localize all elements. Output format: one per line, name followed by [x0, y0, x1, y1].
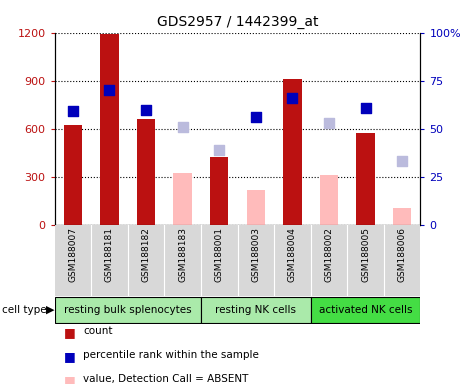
- Bar: [320, 175, 338, 225]
- Text: resting NK cells: resting NK cells: [215, 305, 296, 315]
- Bar: [137, 119, 155, 225]
- Text: GSM188004: GSM188004: [288, 227, 297, 281]
- Text: ▶: ▶: [46, 305, 54, 315]
- Text: ■: ■: [64, 374, 76, 384]
- Text: ■: ■: [64, 350, 76, 363]
- Bar: [238, 225, 274, 296]
- Text: ■: ■: [64, 326, 76, 339]
- Bar: [274, 225, 311, 296]
- Text: GSM188007: GSM188007: [68, 227, 77, 282]
- Point: [252, 114, 259, 120]
- Bar: [210, 157, 228, 225]
- Bar: [384, 225, 420, 296]
- Bar: [128, 225, 164, 296]
- Point: [179, 124, 186, 130]
- Bar: [283, 79, 302, 225]
- Bar: [356, 134, 375, 225]
- Text: value, Detection Call = ABSENT: value, Detection Call = ABSENT: [83, 374, 248, 384]
- Point: [216, 147, 223, 153]
- Bar: [64, 126, 82, 225]
- Bar: [393, 208, 411, 225]
- Text: GSM188183: GSM188183: [178, 227, 187, 282]
- Text: GSM188181: GSM188181: [105, 227, 114, 282]
- Text: GSM188182: GSM188182: [142, 227, 151, 281]
- Text: GSM188001: GSM188001: [215, 227, 224, 282]
- Bar: [91, 225, 128, 296]
- Title: GDS2957 / 1442399_at: GDS2957 / 1442399_at: [157, 15, 318, 29]
- Text: GSM188003: GSM188003: [251, 227, 260, 282]
- Bar: [247, 190, 265, 225]
- Bar: [55, 225, 91, 296]
- FancyBboxPatch shape: [311, 297, 420, 323]
- Bar: [311, 225, 347, 296]
- Bar: [100, 34, 119, 225]
- Text: GSM188005: GSM188005: [361, 227, 370, 282]
- Bar: [201, 225, 238, 296]
- Text: cell type: cell type: [2, 305, 47, 315]
- Text: resting bulk splenocytes: resting bulk splenocytes: [64, 305, 191, 315]
- FancyBboxPatch shape: [201, 297, 311, 323]
- Text: GSM188002: GSM188002: [324, 227, 333, 281]
- Point: [105, 87, 113, 93]
- Text: percentile rank within the sample: percentile rank within the sample: [83, 350, 259, 360]
- Point: [325, 120, 332, 126]
- Bar: [164, 225, 201, 296]
- Bar: [347, 225, 384, 296]
- Text: count: count: [83, 326, 113, 336]
- Point: [69, 108, 77, 114]
- FancyBboxPatch shape: [55, 297, 201, 323]
- Point: [362, 104, 370, 111]
- Bar: [173, 174, 192, 225]
- Text: GSM188006: GSM188006: [398, 227, 407, 282]
- Point: [142, 108, 150, 114]
- Text: activated NK cells: activated NK cells: [319, 305, 412, 315]
- Point: [398, 158, 406, 164]
- Point: [289, 95, 296, 101]
